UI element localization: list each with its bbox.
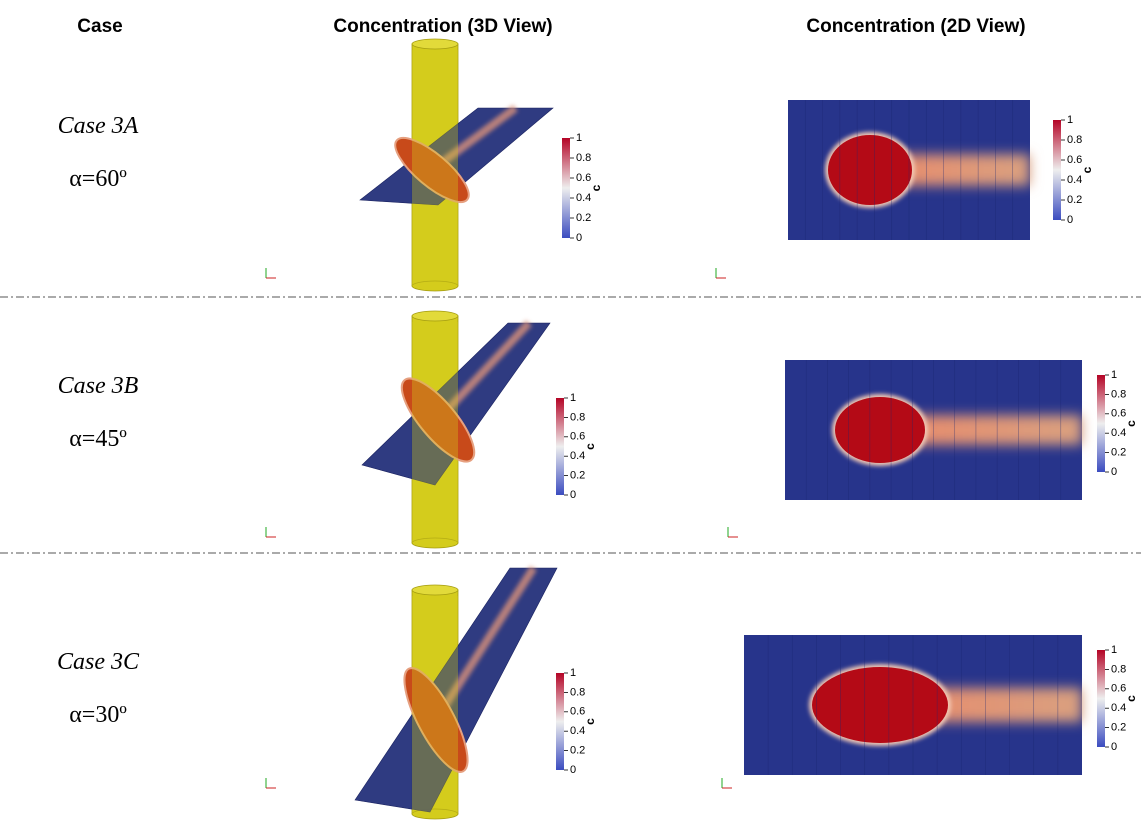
colorbar [1097, 375, 1105, 472]
colorbar-tick-label: 0.8 [1111, 663, 1126, 675]
colorbar [1097, 650, 1105, 747]
colorbar-label: c [1080, 166, 1094, 173]
colorbar-tick-label: 0 [1111, 741, 1117, 753]
colorbar-tick-label: 0.2 [570, 745, 585, 757]
colorbar-tick-label: 1 [570, 667, 576, 679]
colorbar-tick-label: 1 [576, 132, 582, 144]
colorbar-tick-label: 0 [570, 489, 576, 501]
cylinder-over [412, 596, 458, 814]
colorbar-tick-label: 0.2 [576, 212, 591, 224]
colorbar-label: c [583, 718, 597, 725]
colorbar-tick-label: 0 [570, 764, 576, 776]
colorbar-tick-label: 0.6 [570, 431, 585, 443]
colorbar-tick-label: 0.2 [1111, 722, 1126, 734]
colorbar-tick-label: 0.6 [1067, 154, 1082, 166]
case-name: Case 3C [57, 649, 140, 675]
case-angle: α=45º [69, 426, 127, 452]
case-name: Case 3A [58, 113, 139, 139]
header-3d: Concentration (3D View) [333, 16, 552, 37]
cylinder-top [412, 311, 458, 321]
colorbar-tick-label: 0.2 [570, 470, 585, 482]
colorbar-tick-label: 0.6 [570, 706, 585, 718]
colorbar-label: c [1124, 695, 1138, 702]
colorbar-label: c [1124, 420, 1138, 427]
colorbar-label: c [589, 184, 603, 191]
colorbar-tick-label: 1 [570, 392, 576, 404]
colorbar-tick-label: 1 [1111, 369, 1117, 381]
colorbar-tick-label: 0.8 [1111, 388, 1126, 400]
colorbar-tick-label: 0.4 [1067, 174, 1082, 186]
cylinder-top [412, 585, 458, 595]
header-case: Case [77, 16, 122, 37]
colorbar-tick-label: 0.4 [1111, 702, 1126, 714]
colorbar-tick-label: 0.8 [1067, 134, 1082, 146]
header-2d: Concentration (2D View) [806, 16, 1025, 37]
colorbar-tick-label: 0.8 [570, 686, 585, 698]
colorbar-tick-label: 0 [576, 232, 582, 244]
cylinder-top [412, 39, 458, 49]
body-2d [828, 135, 912, 205]
colorbar-tick-label: 0.8 [570, 411, 585, 423]
colorbar-tick-label: 0.8 [576, 152, 591, 164]
cylinder-over [412, 322, 458, 543]
colorbar [562, 138, 570, 238]
colorbar-tick-label: 1 [1067, 114, 1073, 126]
figure: Case Concentration (3D View) Concentrati… [0, 0, 1141, 826]
colorbar-tick-label: 0 [1067, 214, 1073, 226]
colorbar-tick-label: 0.2 [1067, 194, 1082, 206]
colorbar [1053, 120, 1061, 220]
colorbar-tick-label: 1 [1111, 644, 1117, 656]
colorbar-tick-label: 0 [1111, 466, 1117, 478]
case-angle: α=60º [69, 166, 127, 192]
body-2d [812, 667, 948, 743]
colorbar-tick-label: 0.6 [576, 172, 591, 184]
colorbar-tick-label: 0.2 [1111, 447, 1126, 459]
colorbar-tick-label: 0.4 [570, 725, 585, 737]
colorbar-tick-label: 0.6 [1111, 683, 1126, 695]
case-angle: α=30º [69, 702, 127, 728]
colorbar-tick-label: 0.6 [1111, 408, 1126, 420]
colorbar [556, 673, 564, 770]
case-name: Case 3B [58, 373, 139, 399]
cylinder-over [412, 50, 458, 286]
colorbar [556, 398, 564, 495]
colorbar-tick-label: 0.4 [570, 450, 585, 462]
colorbar-label: c [583, 443, 597, 450]
colorbar-tick-label: 0.4 [1111, 427, 1126, 439]
colorbar-tick-label: 0.4 [576, 192, 591, 204]
